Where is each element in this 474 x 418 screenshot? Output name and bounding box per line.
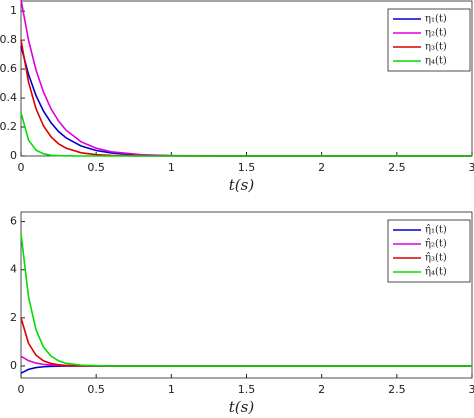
legend-label: η̂₄(t) bbox=[425, 267, 447, 278]
y-tick-label: 0 bbox=[10, 149, 17, 162]
legend-label: η̂₁(t) bbox=[425, 225, 447, 236]
y-tick-label: 0 bbox=[10, 359, 17, 372]
x-tick-label: 0.5 bbox=[87, 383, 105, 396]
line-series bbox=[21, 113, 472, 156]
x-tick-label: 2 bbox=[318, 161, 325, 174]
x-tick-label: 1 bbox=[168, 383, 175, 396]
line-series bbox=[21, 318, 472, 366]
line-series bbox=[21, 356, 472, 366]
legend-label: η₂(t) bbox=[425, 28, 447, 39]
y-tick-label: 4 bbox=[10, 263, 17, 276]
legend-label: η₄(t) bbox=[425, 56, 447, 67]
x-tick-label: 2.5 bbox=[388, 161, 406, 174]
x-axis-label: t(s) bbox=[229, 398, 255, 414]
x-tick-label: 0 bbox=[18, 383, 25, 396]
x-tick-label: 1 bbox=[168, 161, 175, 174]
y-tick-label: 0.2 bbox=[0, 120, 17, 133]
y-tick-label: 0.6 bbox=[0, 62, 17, 75]
y-tick-label: 0.8 bbox=[0, 33, 17, 46]
y-tick-label: 1 bbox=[10, 4, 17, 17]
x-tick-label: 0.5 bbox=[87, 161, 105, 174]
x-tick-label: 2.5 bbox=[388, 383, 406, 396]
legend-label: η₃(t) bbox=[425, 42, 447, 53]
x-tick-label: 1.5 bbox=[238, 383, 256, 396]
line-series bbox=[21, 366, 472, 373]
y-tick-label: 6 bbox=[10, 215, 17, 228]
legend-label: η̂₂(t) bbox=[425, 239, 447, 250]
x-tick-label: 2 bbox=[318, 383, 325, 396]
legend-label: η₁(t) bbox=[425, 14, 447, 25]
x-tick-label: 3 bbox=[469, 383, 474, 396]
y-tick-label: 0.4 bbox=[0, 91, 17, 104]
x-tick-label: 1.5 bbox=[238, 161, 256, 174]
x-axis-label: t(s) bbox=[229, 176, 255, 194]
x-tick-label: 0 bbox=[18, 161, 25, 174]
x-tick-label: 3 bbox=[469, 161, 474, 174]
y-tick-label: 2 bbox=[10, 311, 17, 324]
legend-label: η̂₃(t) bbox=[425, 253, 447, 264]
